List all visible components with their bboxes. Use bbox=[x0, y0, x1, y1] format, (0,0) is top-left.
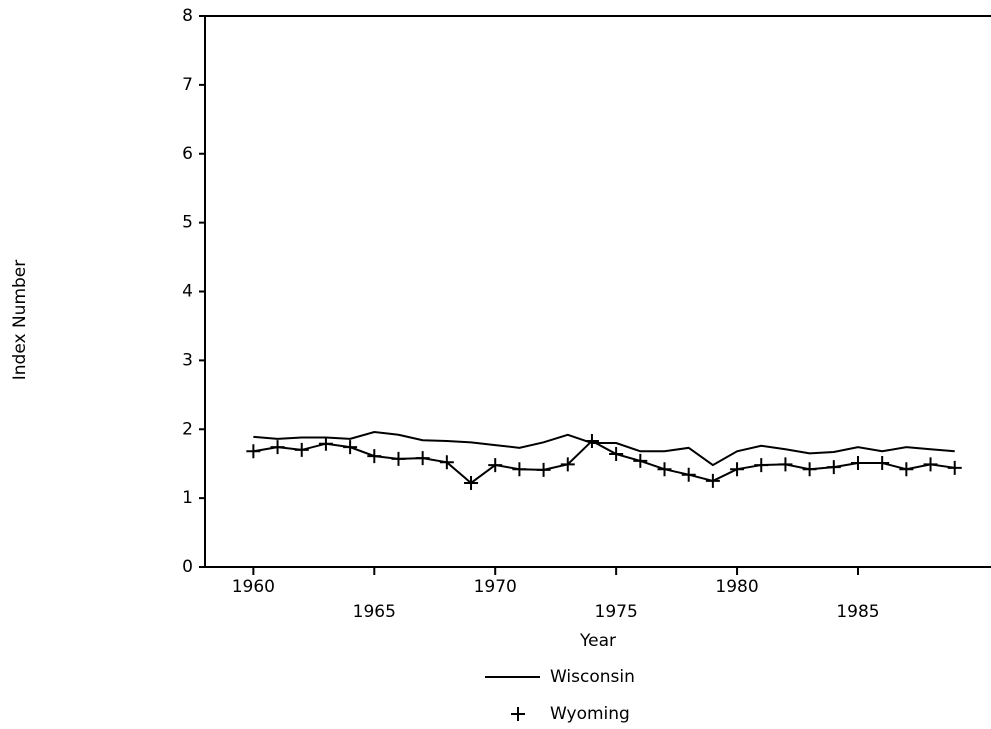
point-marker bbox=[850, 455, 865, 470]
y-tick-label: 4 bbox=[182, 282, 193, 302]
point-marker bbox=[778, 457, 793, 472]
x-tick-label: 1975 bbox=[595, 602, 638, 622]
point-marker bbox=[754, 458, 769, 473]
y-tick-label: 0 bbox=[182, 557, 193, 577]
point-marker bbox=[391, 451, 406, 466]
series-line bbox=[253, 430, 955, 467]
point-marker bbox=[439, 455, 454, 470]
point-marker bbox=[826, 460, 841, 475]
x-tick-label: 1960 bbox=[232, 577, 275, 597]
point-marker bbox=[899, 462, 914, 477]
point-marker bbox=[536, 462, 551, 477]
y-tick-label: 1 bbox=[182, 488, 193, 508]
point-marker bbox=[560, 457, 575, 472]
point-marker bbox=[464, 475, 479, 490]
point-marker bbox=[875, 455, 890, 470]
point-marker bbox=[657, 462, 672, 477]
point-marker bbox=[294, 442, 309, 457]
point-marker bbox=[488, 458, 503, 473]
series-line bbox=[253, 439, 955, 485]
point-marker bbox=[633, 453, 648, 468]
x-tick-label: 1980 bbox=[715, 577, 758, 597]
point-marker bbox=[947, 460, 962, 475]
point-marker bbox=[367, 449, 382, 464]
legend-label: Wyoming bbox=[550, 704, 630, 724]
y-tick-label: 7 bbox=[182, 75, 193, 95]
point-marker bbox=[681, 467, 696, 482]
y-tick-label: 5 bbox=[182, 213, 193, 233]
legend-marker bbox=[511, 707, 525, 721]
point-marker bbox=[923, 457, 938, 472]
y-tick-label: 2 bbox=[182, 419, 193, 439]
point-marker bbox=[705, 473, 720, 488]
point-marker bbox=[512, 462, 527, 477]
point-marker bbox=[802, 462, 817, 477]
y-tick-label: 6 bbox=[182, 144, 193, 164]
y-tick-label: 3 bbox=[182, 350, 193, 370]
legend-label: Wisconsin bbox=[550, 667, 635, 687]
point-marker bbox=[270, 440, 285, 455]
point-marker bbox=[318, 436, 333, 451]
x-tick-label: 1985 bbox=[836, 602, 879, 622]
point-marker bbox=[415, 451, 430, 466]
x-axis-label: Year bbox=[579, 631, 616, 651]
point-marker bbox=[609, 447, 624, 462]
point-marker bbox=[584, 433, 599, 448]
x-tick-label: 1970 bbox=[474, 577, 517, 597]
point-marker bbox=[246, 444, 261, 459]
point-marker bbox=[343, 440, 358, 455]
y-tick-label: 8 bbox=[182, 6, 193, 26]
x-tick-label: 1965 bbox=[353, 602, 396, 622]
y-axis-label: Index Number bbox=[10, 260, 30, 381]
point-marker bbox=[730, 462, 745, 477]
